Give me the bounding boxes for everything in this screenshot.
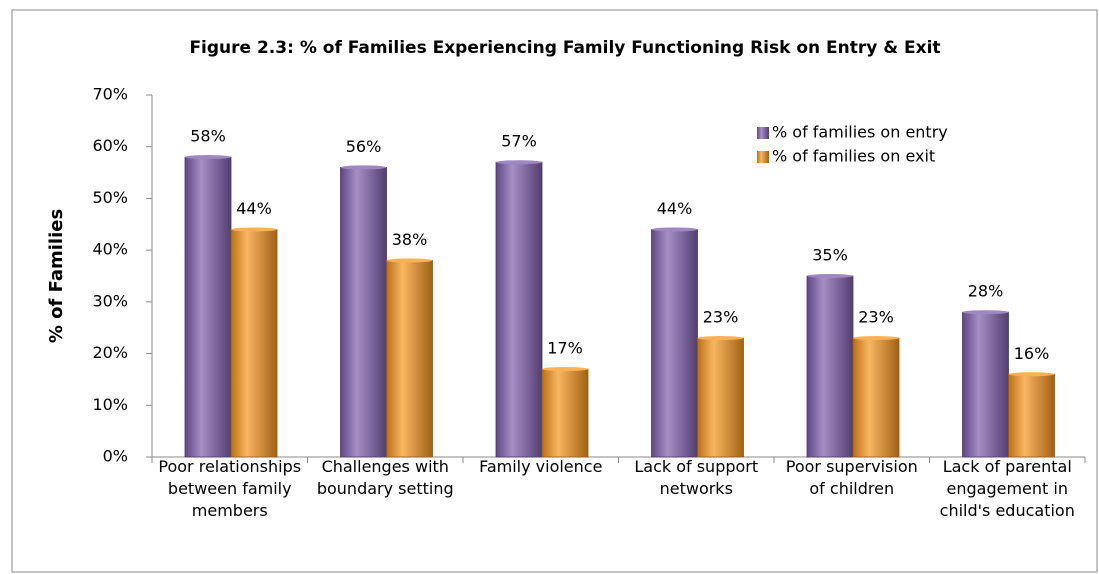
data-label: 38% — [392, 230, 428, 249]
x-tick-label: Lack of parental engagement in child's edu… — [940, 457, 1075, 520]
x-tick-label: Family violence — [479, 457, 602, 476]
bar-top — [697, 336, 744, 341]
bar — [962, 311, 1009, 458]
bar-top — [807, 274, 853, 278]
chart-title: Figure 2.3: % of Families Experiencing F… — [189, 38, 940, 58]
bar-top — [651, 227, 698, 232]
bar — [230, 229, 278, 458]
data-label: 44% — [236, 199, 272, 218]
bar-top — [185, 155, 231, 160]
bar — [386, 260, 433, 458]
legend-swatch — [757, 127, 769, 139]
x-tick-label: Lack of support networks — [634, 457, 758, 498]
y-tick-label: 50% — [92, 188, 128, 207]
bar — [340, 166, 387, 458]
bar-top — [542, 367, 588, 372]
y-tick-label: 20% — [92, 343, 128, 362]
x-tick-label: Poor relationships between family members — [158, 457, 301, 520]
bar — [541, 368, 589, 458]
data-label: 16% — [1014, 344, 1050, 363]
data-label: 28% — [968, 282, 1004, 301]
data-label: 35% — [812, 246, 848, 265]
bar-top — [231, 227, 277, 232]
data-label: 17% — [547, 339, 583, 358]
bar — [806, 275, 854, 458]
y-tick-label: 70% — [92, 85, 128, 104]
bar — [495, 161, 543, 458]
y-tick-label: 60% — [92, 136, 128, 155]
legend-swatch — [757, 151, 769, 163]
data-label: 23% — [858, 308, 894, 327]
x-tick-label: Poor supervision of children — [786, 457, 918, 498]
y-tick-label: 30% — [92, 291, 128, 310]
data-label: 23% — [703, 308, 739, 327]
bar — [651, 229, 698, 458]
legend-label: % of families on exit — [772, 147, 935, 166]
bar-top — [340, 165, 387, 170]
y-axis-label: % of Families — [46, 209, 67, 343]
bar — [697, 337, 744, 458]
y-tick-label: 0% — [103, 447, 128, 466]
bar — [184, 156, 232, 458]
bar — [852, 337, 900, 458]
bar-top — [1008, 372, 1055, 377]
y-tick-label: 40% — [92, 240, 128, 259]
chart-border — [11, 9, 1098, 573]
y-tick-label: 10% — [92, 395, 128, 414]
bar-top — [386, 258, 433, 263]
data-label: 56% — [346, 137, 382, 156]
bar-top — [962, 310, 1009, 315]
x-tick-label: Challenges with boundary setting — [317, 457, 454, 498]
data-label: 57% — [501, 132, 537, 151]
bar-top — [496, 160, 542, 165]
bar — [1008, 373, 1055, 458]
legend-label: % of families on entry — [772, 123, 948, 142]
data-label: 44% — [657, 199, 693, 218]
bar-top — [853, 336, 899, 341]
data-label: 58% — [190, 127, 226, 146]
